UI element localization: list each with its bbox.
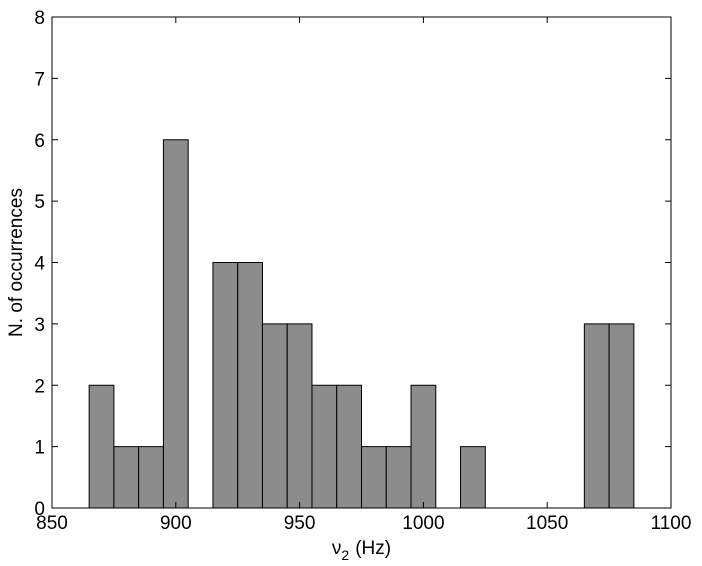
y-tick-label: 0 (34, 499, 45, 520)
histogram-bar (261, 323, 288, 509)
histogram-bar (361, 446, 387, 509)
y-tick-label: 6 (34, 131, 45, 152)
histogram-bar (460, 446, 486, 509)
histogram-bar (410, 384, 437, 509)
y-axis-label: N. of occurrences (6, 188, 27, 337)
x-axis-label-subscript: 2 (341, 547, 349, 563)
x-tick-label: 1000 (402, 513, 444, 534)
histogram-bar (311, 384, 338, 509)
x-axis-label: ν2 (Hz) (332, 538, 391, 563)
bars-group (88, 139, 635, 509)
histogram-bar (113, 446, 140, 509)
histogram-bar (385, 446, 412, 509)
x-tick-label: 850 (36, 513, 68, 534)
histogram-bar (608, 323, 635, 509)
histogram-bar (336, 384, 362, 509)
x-axis-label-symbol: ν (332, 538, 342, 559)
ticks-group: 850 900 950 1000 1050 1100 0 1 2 3 4 5 6 7 8 (34, 8, 691, 534)
y-tick-label: 5 (34, 192, 45, 213)
y-tick-label: 7 (34, 69, 45, 90)
x-tick-label: 1100 (651, 513, 692, 534)
y-tick-label: 8 (34, 8, 45, 29)
y-tick-label: 2 (34, 376, 45, 397)
y-tick-label: 3 (34, 315, 45, 336)
y-tick-label: 4 (34, 254, 45, 275)
histogram-bar (138, 446, 164, 509)
histogram-bar (212, 262, 239, 509)
histogram-bar (237, 262, 263, 509)
histogram-bar (286, 323, 313, 509)
x-axis-label-unit: (Hz) (355, 538, 391, 559)
x-tick-label: 950 (284, 513, 316, 534)
histogram-bar (162, 139, 189, 509)
histogram-bar (88, 384, 115, 509)
histogram-bar (583, 323, 610, 509)
x-tick-label: 900 (160, 513, 192, 534)
x-tick-label: 1050 (526, 513, 568, 534)
y-tick-label: 1 (34, 438, 45, 459)
